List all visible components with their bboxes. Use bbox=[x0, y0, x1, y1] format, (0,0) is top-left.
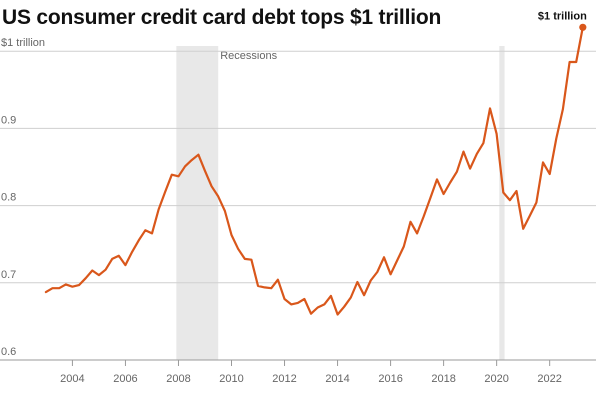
x-tick-label: 2016 bbox=[378, 373, 402, 385]
x-tick-label: 2012 bbox=[272, 373, 296, 385]
x-tick-label: 2006 bbox=[113, 373, 137, 385]
recession-band bbox=[499, 46, 505, 360]
x-tick-label: 2018 bbox=[431, 373, 455, 385]
latest-value-label: $1 trillion bbox=[538, 10, 587, 22]
x-tick-label: 2020 bbox=[484, 373, 508, 385]
y-tick-label: 0.6 bbox=[1, 346, 16, 358]
recession-label: Recessions bbox=[220, 50, 277, 62]
series-line bbox=[44, 26, 584, 316]
y-tick-label: 0.7 bbox=[1, 269, 16, 281]
x-tick-label: 2022 bbox=[537, 373, 561, 385]
y-tick-label: 0.8 bbox=[1, 192, 16, 204]
chart-title: US consumer credit card debt tops $1 tri… bbox=[2, 6, 442, 29]
x-tick-label: 2010 bbox=[219, 373, 243, 385]
latest-value-marker bbox=[579, 23, 587, 31]
x-tick-label: 2004 bbox=[60, 373, 84, 385]
recession-band bbox=[176, 46, 219, 360]
y-tick-label: $1 trillion bbox=[1, 37, 45, 49]
x-tick-label: 2014 bbox=[325, 373, 349, 385]
y-tick-label: 0.9 bbox=[1, 114, 16, 126]
x-tick-label: 2008 bbox=[166, 373, 190, 385]
